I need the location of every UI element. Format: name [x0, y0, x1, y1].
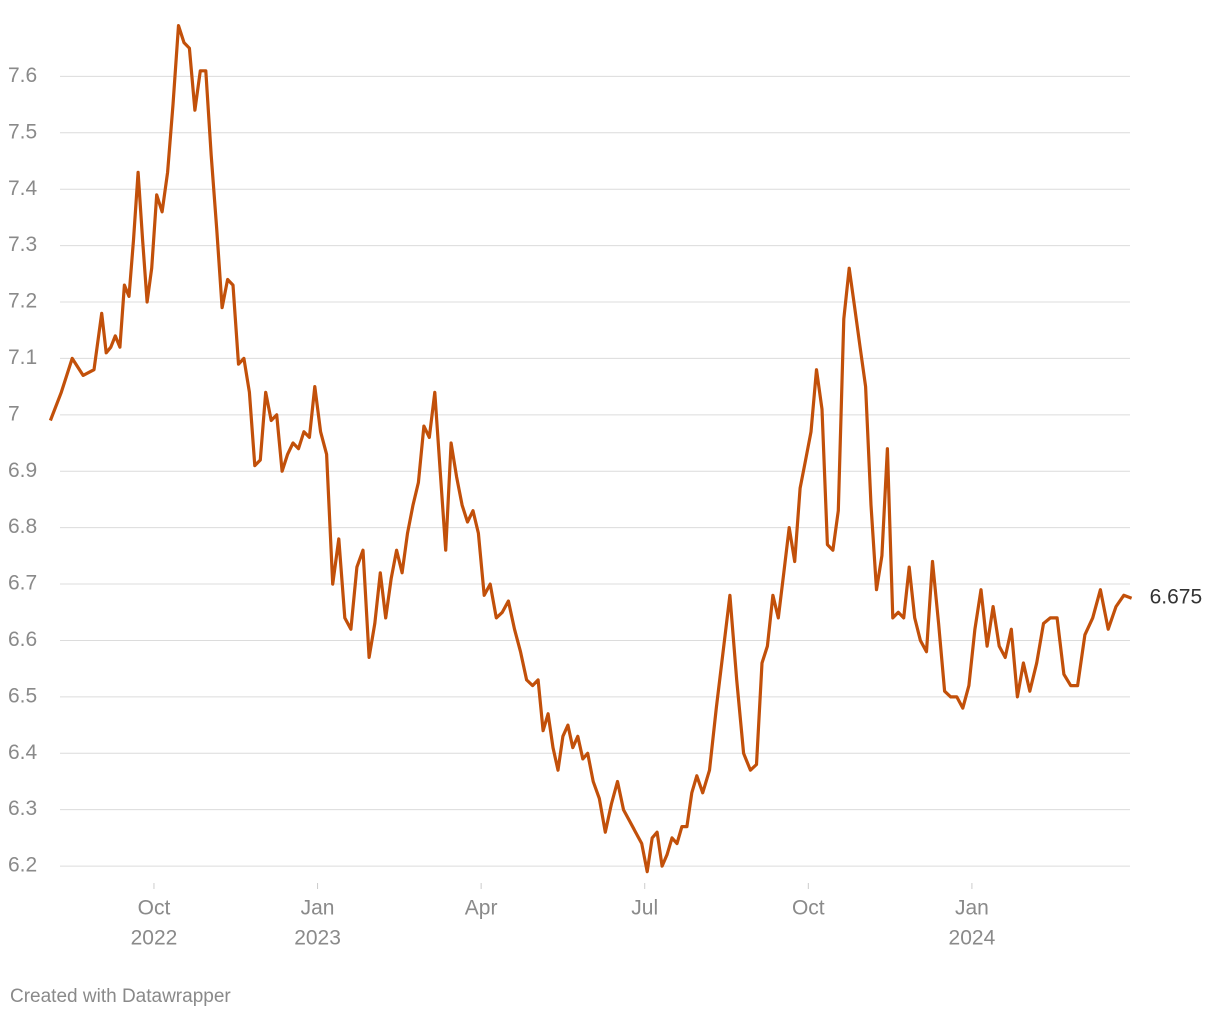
y-tick-label: 7.5 [8, 120, 37, 143]
x-tick-year: 2024 [949, 927, 996, 950]
y-tick-label: 6.9 [8, 459, 37, 482]
y-tick-label: 7.4 [8, 177, 38, 200]
credit: Created with Datawrapper [10, 986, 231, 1007]
y-tick-label: 7 [8, 402, 20, 425]
x-tick-label: Oct [138, 897, 171, 920]
y-tick-label: 6.6 [8, 628, 37, 651]
y-tick-label: 6.3 [8, 797, 37, 820]
line [48, 24, 1133, 874]
x-tick-label: Jul [631, 897, 658, 920]
y-tick-label: 6.8 [8, 515, 37, 538]
y-tick-label: 7.6 [8, 64, 37, 87]
x-tick-year: 2022 [131, 927, 178, 950]
y-tick-label: 6.4 [8, 741, 38, 764]
end-label: 6.675 [1150, 586, 1203, 609]
x-tick-label: Jan [955, 897, 989, 920]
x-tick-label: Oct [792, 897, 825, 920]
x-tick-label: Jan [301, 897, 335, 920]
y-tick-label: 6.5 [8, 684, 37, 707]
y-tick-label: 7.2 [8, 290, 37, 313]
y-tick-label: 6.7 [8, 572, 37, 595]
x-tick-label: Apr [465, 897, 498, 920]
y-tick-label: 7.1 [8, 346, 37, 369]
x-tick-year: 2023 [294, 927, 341, 950]
y-tick-label: 7.3 [8, 233, 37, 256]
y-tick-label: 6.2 [8, 854, 37, 877]
